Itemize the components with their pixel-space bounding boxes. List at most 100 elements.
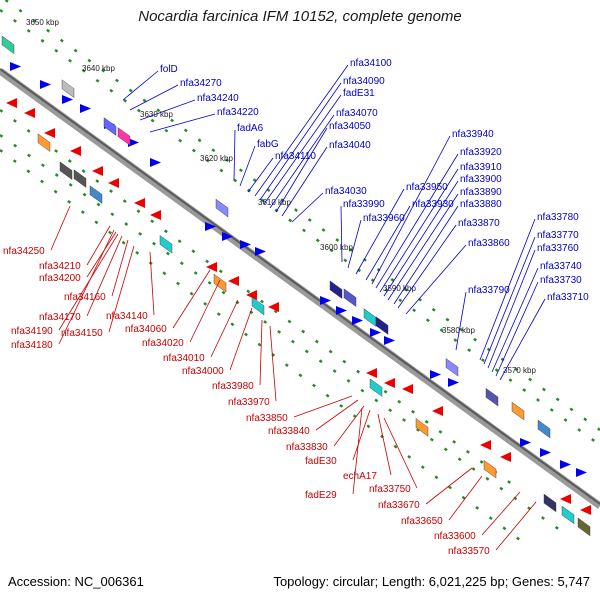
gene-box bbox=[329, 280, 343, 299]
forward-leader-line bbox=[495, 281, 539, 377]
reverse-leader-line bbox=[383, 417, 418, 489]
forward-gene-label: fabG bbox=[257, 139, 279, 150]
forward-gene-arrow bbox=[205, 222, 216, 231]
forward-gene-label: nfa34030 bbox=[325, 186, 367, 197]
scale-label: 3570 kbp bbox=[503, 366, 536, 375]
reverse-gene-arrow bbox=[206, 262, 217, 272]
reverse-leader-line bbox=[210, 299, 239, 358]
reverse-gene-arrow bbox=[384, 378, 395, 388]
forward-leader-line bbox=[393, 205, 459, 305]
reverse-gene-label: nfa33850 bbox=[246, 413, 288, 424]
forward-gene-label: nfa34040 bbox=[329, 140, 371, 151]
forward-gene-label: nfa33760 bbox=[537, 243, 579, 254]
forward-gene-arrow bbox=[255, 247, 266, 256]
gene-box bbox=[37, 133, 51, 152]
gene-box bbox=[343, 288, 357, 307]
reverse-leader-line bbox=[315, 399, 359, 431]
gene-box bbox=[483, 459, 497, 479]
forward-gene-label: nfa34090 bbox=[343, 76, 385, 87]
forward-gene-label: nfa33990 bbox=[343, 199, 385, 210]
gene-box bbox=[577, 517, 591, 537]
forward-gene-arrow bbox=[430, 370, 441, 379]
forward-gene-arrow bbox=[80, 104, 91, 113]
reverse-gene-label: fadE29 bbox=[305, 490, 337, 501]
tick-track-5 bbox=[0, 149, 521, 541]
reverse-gene-label: nfa34060 bbox=[125, 324, 167, 335]
forward-gene-label: nfa34050 bbox=[329, 121, 371, 132]
forward-gene-label: fadA6 bbox=[237, 123, 264, 134]
reverse-gene-label: nfa34140 bbox=[106, 311, 148, 322]
forward-gene-label: nfa33940 bbox=[452, 129, 494, 140]
forward-leader-line bbox=[455, 291, 467, 351]
forward-gene-arrow bbox=[128, 138, 139, 147]
forward-leader-line bbox=[233, 129, 236, 181]
forward-gene-arrow bbox=[150, 158, 161, 167]
forward-gene-label: nfa33950 bbox=[406, 182, 448, 193]
reverse-leader-line bbox=[149, 251, 155, 316]
reverse-leader-line bbox=[352, 409, 371, 461]
reverse-gene-arrow bbox=[246, 290, 257, 300]
reverse-leader-line bbox=[50, 205, 71, 251]
scale-label: 3640 kbp bbox=[82, 64, 115, 73]
reverse-leader-line bbox=[333, 405, 365, 447]
forward-leader-line bbox=[355, 188, 405, 275]
gene-box bbox=[73, 169, 87, 188]
reverse-leader-line bbox=[58, 229, 115, 345]
reverse-leader-line bbox=[111, 239, 129, 297]
scale-label: 3620 kbp bbox=[200, 154, 233, 163]
tick-track-4 bbox=[0, 133, 561, 532]
reverse-gene-label: nfa34000 bbox=[182, 366, 224, 377]
forward-gene-arrow bbox=[240, 240, 251, 249]
reverse-gene-label: nfa33670 bbox=[378, 500, 420, 511]
forward-gene-label: nfa34240 bbox=[197, 93, 239, 104]
forward-gene-arrow bbox=[576, 468, 587, 477]
forward-gene-label: fadE31 bbox=[343, 88, 375, 99]
forward-gene-arrow bbox=[222, 232, 233, 241]
gene-box bbox=[445, 358, 459, 377]
forward-gene-label: nfa34110 bbox=[275, 151, 316, 162]
reverse-leader-line bbox=[481, 491, 521, 536]
reverse-leader-line bbox=[86, 235, 123, 317]
genome-backbone-edge bbox=[0, 68, 600, 505]
forward-leader-line bbox=[254, 64, 349, 197]
scale-label: 3600 kbp bbox=[320, 243, 353, 252]
forward-gene-label: nfa33880 bbox=[460, 199, 502, 210]
forward-gene-label: nfa34220 bbox=[217, 107, 259, 118]
gene-box bbox=[561, 505, 575, 525]
gene-box bbox=[415, 418, 429, 437]
forward-gene-label: nfa33790 bbox=[468, 285, 510, 296]
forward-leader-line bbox=[139, 99, 196, 121]
reverse-gene-label: nfa34170 bbox=[39, 312, 81, 323]
reverse-gene-arrow bbox=[432, 406, 443, 416]
forward-gene-label: nfa33930 bbox=[412, 199, 454, 210]
scale-label: 3650 kbp bbox=[26, 18, 59, 27]
reverse-gene-arrow bbox=[228, 276, 239, 286]
forward-leader-line bbox=[340, 205, 343, 263]
reverse-gene-label: nfa34010 bbox=[163, 353, 205, 364]
reverse-gene-label: nfa34190 bbox=[11, 326, 53, 337]
reverse-gene-label: nfa34150 bbox=[61, 328, 103, 339]
reverse-gene-label: nfa34200 bbox=[39, 273, 81, 284]
reverse-gene-arrow bbox=[150, 210, 161, 220]
gene-box bbox=[251, 296, 265, 316]
reverse-gene-arrow bbox=[92, 166, 103, 176]
gene-box bbox=[511, 401, 525, 421]
forward-leader-line bbox=[269, 114, 335, 209]
forward-leader-line bbox=[291, 192, 324, 223]
scale-label: 3590 kbp bbox=[383, 284, 416, 293]
reverse-gene-arrow bbox=[480, 440, 491, 450]
forward-leader-line bbox=[487, 249, 536, 369]
forward-gene-label: nfa33770 bbox=[537, 230, 579, 241]
reverse-gene-label: nfa33840 bbox=[268, 426, 310, 437]
reverse-leader-line bbox=[448, 475, 483, 521]
reverse-gene-arrow bbox=[6, 98, 17, 108]
gene-box bbox=[89, 185, 103, 204]
forward-gene-label: nfa33920 bbox=[460, 147, 502, 158]
forward-gene-label: nfa33730 bbox=[540, 275, 582, 286]
gene-box bbox=[363, 308, 377, 327]
reverse-leader-line bbox=[86, 231, 117, 278]
forward-gene-label: nfa33740 bbox=[540, 261, 582, 272]
reverse-gene-label: echA17 bbox=[343, 471, 377, 482]
genome-backbone bbox=[0, 68, 600, 509]
forward-gene-label: nfa34070 bbox=[336, 108, 378, 119]
